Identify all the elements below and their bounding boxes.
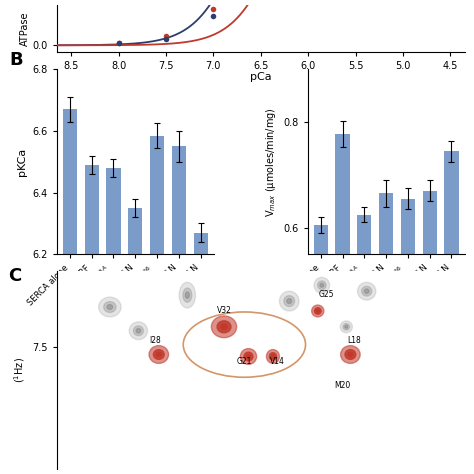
Ellipse shape: [269, 353, 276, 360]
Ellipse shape: [179, 283, 195, 308]
X-axis label: pCa: pCa: [250, 73, 272, 82]
Ellipse shape: [314, 308, 321, 314]
Text: G21: G21: [237, 357, 252, 366]
Ellipse shape: [318, 281, 326, 290]
Point: [210, 6, 217, 13]
Ellipse shape: [240, 348, 256, 365]
Bar: [85, 165, 99, 254]
Ellipse shape: [271, 355, 274, 358]
Ellipse shape: [183, 288, 192, 302]
Ellipse shape: [348, 352, 353, 357]
Ellipse shape: [314, 277, 329, 293]
Bar: [423, 191, 437, 254]
Y-axis label: ($^1$Hz): ($^1$Hz): [12, 357, 27, 383]
Text: I28: I28: [149, 336, 161, 345]
Ellipse shape: [280, 291, 299, 311]
Bar: [379, 193, 393, 254]
Ellipse shape: [343, 324, 350, 330]
Text: L18: L18: [347, 336, 361, 345]
Point: [162, 35, 170, 42]
Ellipse shape: [365, 289, 369, 293]
Ellipse shape: [133, 326, 144, 336]
Ellipse shape: [217, 321, 231, 333]
Text: C: C: [8, 267, 21, 285]
Ellipse shape: [316, 310, 319, 312]
Bar: [314, 225, 328, 254]
Ellipse shape: [246, 355, 250, 358]
Ellipse shape: [107, 305, 113, 310]
Y-axis label: V$_{max}$ (μmoles/min/mg): V$_{max}$ (μmoles/min/mg): [264, 107, 278, 217]
Ellipse shape: [345, 350, 356, 359]
Ellipse shape: [136, 328, 141, 333]
Ellipse shape: [211, 316, 237, 337]
Ellipse shape: [345, 325, 348, 328]
Ellipse shape: [266, 349, 280, 364]
Ellipse shape: [357, 283, 376, 300]
Point: [210, 12, 217, 20]
Point: [115, 39, 122, 47]
Bar: [401, 199, 415, 254]
Ellipse shape: [287, 299, 292, 303]
Ellipse shape: [341, 346, 360, 364]
Text: V32: V32: [217, 306, 231, 315]
Bar: [63, 109, 77, 254]
Bar: [128, 208, 142, 254]
Y-axis label: ATPase: ATPase: [20, 11, 30, 46]
Text: B: B: [10, 51, 24, 69]
Bar: [193, 233, 208, 254]
Point: [115, 39, 122, 47]
Point: [162, 33, 170, 40]
Bar: [336, 134, 350, 254]
Bar: [150, 136, 164, 254]
Ellipse shape: [185, 292, 189, 298]
Text: V14: V14: [270, 357, 284, 366]
Text: G25: G25: [318, 290, 334, 299]
Bar: [445, 151, 458, 254]
Bar: [107, 168, 120, 254]
Ellipse shape: [340, 321, 352, 333]
Y-axis label: pKCa: pKCa: [17, 147, 27, 176]
Ellipse shape: [284, 296, 295, 307]
Ellipse shape: [154, 350, 164, 359]
Ellipse shape: [156, 352, 161, 357]
Ellipse shape: [221, 324, 227, 329]
Ellipse shape: [149, 346, 169, 364]
Ellipse shape: [311, 305, 324, 317]
Bar: [357, 215, 372, 254]
Ellipse shape: [320, 283, 324, 287]
Bar: [172, 146, 186, 254]
Ellipse shape: [129, 322, 147, 340]
Ellipse shape: [244, 352, 253, 361]
Ellipse shape: [99, 297, 121, 317]
Ellipse shape: [362, 286, 372, 296]
Text: M20: M20: [334, 381, 350, 390]
Ellipse shape: [104, 301, 116, 312]
